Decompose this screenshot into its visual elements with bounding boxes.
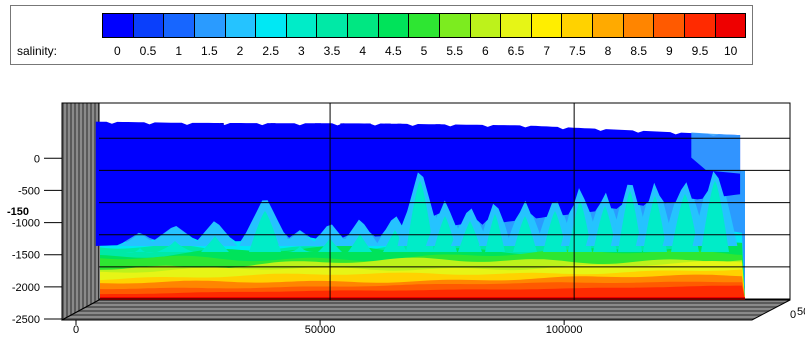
salinity-peak-core: [126, 248, 154, 253]
salinity-peak-core: [593, 206, 617, 252]
legend-swatch: [409, 14, 440, 37]
legend-swatch: [378, 14, 410, 37]
legend-tick-label: 3: [297, 44, 305, 58]
salinity-peak: [146, 225, 204, 246]
legend-tick-label: 3.5: [323, 44, 341, 58]
legend-tick-label: 8.5: [630, 44, 647, 58]
legend-swatch: [103, 14, 134, 37]
salinity-peak-core: [643, 196, 667, 252]
color-legend: salinity: 0 0.5 1 1.5 2 2.5 3 3.5 4 4.5 5 5.5 6 6.5 7 7…: [10, 5, 753, 65]
legend-tick-label: 7.5: [568, 44, 586, 58]
salinity-peak-core: [383, 230, 407, 252]
x-tick-label: 100000: [546, 324, 583, 336]
salinity-peak: [340, 218, 380, 246]
floor-panel: [61, 299, 791, 321]
salinity-peak-core: [513, 216, 537, 252]
salinity-peak-core: [671, 194, 699, 252]
legend-swatch: [256, 14, 287, 37]
legend-tick-label: 4: [359, 44, 366, 58]
salinity-peak-core: [543, 211, 567, 252]
legend-swatch: [225, 14, 257, 37]
legend-tick-label: 6.5: [507, 44, 525, 58]
legend-tick-label: 2: [236, 44, 244, 58]
y-tick-label: -2000: [12, 282, 40, 294]
y-tick-label: -2500: [12, 314, 40, 326]
salinity-peak: [277, 230, 323, 246]
legend-tick-label: 1: [175, 44, 182, 58]
legend-tick-label: 0.5: [139, 44, 157, 58]
legend-swatch: [439, 14, 471, 37]
x-axis: 050000100000050: [73, 306, 805, 336]
legend-swatch: [164, 14, 195, 37]
legend-tick-label: 7: [543, 44, 550, 58]
legend-swatch: [684, 14, 716, 37]
mixed-zone: [691, 132, 741, 174]
fresh-water-layer: [95, 121, 741, 246]
legend-swatch: [286, 14, 318, 37]
salinity-band: [100, 285, 745, 300]
legend-swatch: [623, 14, 655, 37]
x-tick-label: 0: [73, 324, 79, 336]
legend-title: salinity:: [17, 44, 58, 58]
chart-grid: [99, 103, 790, 300]
salinity-peak-core: [157, 241, 193, 252]
y-tick-label: 0: [34, 153, 40, 165]
x-edge-label: 50: [797, 306, 805, 318]
legend-tick-label: 5: [420, 44, 428, 58]
left-wall: [61, 102, 100, 321]
salinity-peak-core: [286, 246, 314, 252]
legend-tick-label: 9.5: [691, 44, 709, 58]
legend-swatch: [317, 14, 348, 37]
y-tick-label: -1000: [12, 218, 40, 230]
salinity-peak-core: [201, 236, 229, 252]
legend-tick-label: 5.5: [446, 44, 463, 58]
legend-tick-labels: 0 0.5 1 1.5 2 2.5 3 3.5 4 4.5 5 5.5 6 6.5 7 7.5 8 8.5 9 9.5…: [102, 44, 746, 60]
legend-tick-label: 6: [481, 44, 489, 58]
salinity-peak-core: [485, 214, 505, 252]
legend-swatch: [133, 14, 165, 37]
salinity-peak-core: [348, 234, 372, 252]
legend-tick-label: 1.5: [200, 44, 218, 58]
salinity-peak-core: [458, 221, 482, 252]
legend-tick-label: 0: [113, 44, 121, 58]
legend-swatch: [531, 14, 563, 37]
legend-swatch: [562, 14, 593, 37]
legend-swatch: [470, 14, 502, 37]
legend-swatch: [654, 14, 685, 37]
x-edge-label: 0: [790, 309, 796, 321]
legend-swatch: [348, 14, 379, 37]
salinity-peak-core: [249, 211, 281, 252]
salinity-peak-core: [618, 191, 642, 252]
legend-color-bar: [102, 13, 746, 38]
legend-swatch: [715, 14, 746, 37]
legend-swatch: [593, 14, 624, 37]
x-tick-label: 50000: [305, 324, 336, 336]
legend-swatch: [194, 14, 226, 37]
legend-tick-label: 2.5: [262, 44, 279, 58]
partial-tick-label: -150: [7, 206, 29, 218]
salinity-peak-core: [433, 216, 457, 252]
legend-tick-label: 9: [665, 44, 673, 58]
y-axis: 0 -500 -1000 -1500 -2000 -2500: [12, 153, 62, 326]
y-tick-label: -500: [18, 185, 40, 197]
legend-tick-label: 4.5: [384, 44, 402, 58]
salinity-peak: [192, 220, 238, 246]
legend-swatch: [501, 14, 532, 37]
legend-tick-label: 8: [604, 44, 612, 58]
salinity-peak: [117, 232, 163, 246]
legend-tick-label: 10: [723, 44, 738, 58]
y-tick-label: -1500: [12, 250, 40, 262]
